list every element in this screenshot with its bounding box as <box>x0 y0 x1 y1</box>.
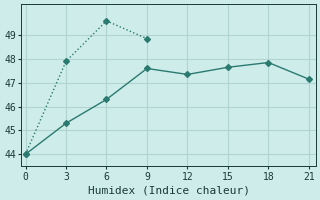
X-axis label: Humidex (Indice chaleur): Humidex (Indice chaleur) <box>88 186 250 196</box>
